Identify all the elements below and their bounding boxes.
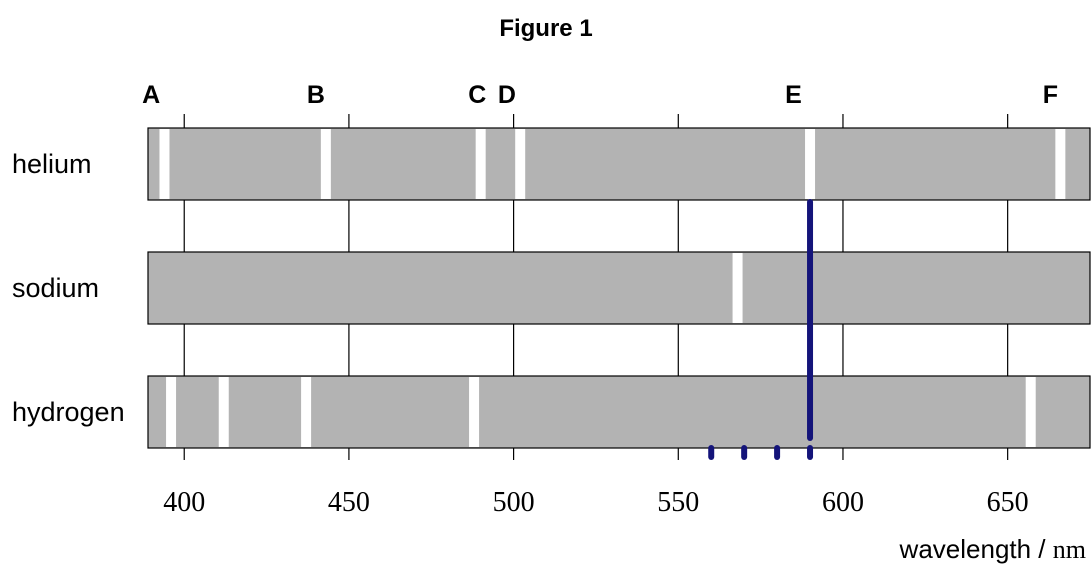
x-tick-label-650: 650 — [987, 487, 1029, 518]
emission-line-helium-443 — [320, 129, 331, 199]
emission-line-hydrogen-657 — [1025, 377, 1036, 447]
emission-line-hydrogen-437 — [301, 377, 312, 447]
band-background-sodium — [147, 251, 1091, 325]
band-background-helium — [147, 127, 1091, 201]
marker-C: C — [468, 81, 486, 109]
x-axis-unit-label: wavelength / nm — [899, 534, 1086, 564]
emission-line-helium-490 — [475, 129, 486, 199]
x-axis-unit-label-unit: nm — [1053, 535, 1086, 564]
spectrum-label-helium: helium — [12, 149, 92, 179]
marker-E: E — [785, 81, 802, 109]
x-tick-label-500: 500 — [493, 487, 535, 518]
emission-line-helium-502 — [515, 129, 526, 199]
marker-B: B — [307, 81, 325, 109]
emission-line-helium-666 — [1055, 129, 1066, 199]
x-tick-label-600: 600 — [822, 487, 864, 518]
emission-line-hydrogen-396 — [166, 377, 177, 447]
emission-line-hydrogen-488 — [469, 377, 480, 447]
x-tick-label-550: 550 — [657, 487, 699, 518]
spectrum-label-hydrogen: hydrogen — [12, 397, 125, 427]
spectrum-bands: helium sodium hydrogen — [12, 127, 1091, 449]
x-axis-unit-label-text: wavelength / — [899, 534, 1053, 564]
x-tick-label-450: 450 — [328, 487, 370, 518]
marker-A: A — [142, 81, 160, 109]
marked-line-overlay — [708, 199, 814, 460]
emission-line-helium-394 — [159, 129, 170, 199]
figure-title: Figure 1 — [499, 15, 592, 42]
marker-D: D — [498, 81, 516, 109]
emission-line-helium-590 — [805, 129, 816, 199]
band-background-hydrogen — [147, 375, 1091, 449]
spectrum-band-sodium: sodium — [12, 251, 1091, 325]
emission-line-hydrogen-412 — [218, 377, 229, 447]
spectrum-band-helium: helium — [12, 127, 1091, 201]
x-tick-label-400: 400 — [163, 487, 205, 518]
emission-line-sodium-568 — [732, 253, 743, 323]
spectrum-label-sodium: sodium — [12, 273, 99, 303]
spectrum-band-hydrogen: hydrogen — [12, 375, 1091, 449]
x-axis-tick-labels: 400 450 500 550 600 650 — [163, 487, 1028, 518]
marker-F: F — [1043, 81, 1058, 109]
